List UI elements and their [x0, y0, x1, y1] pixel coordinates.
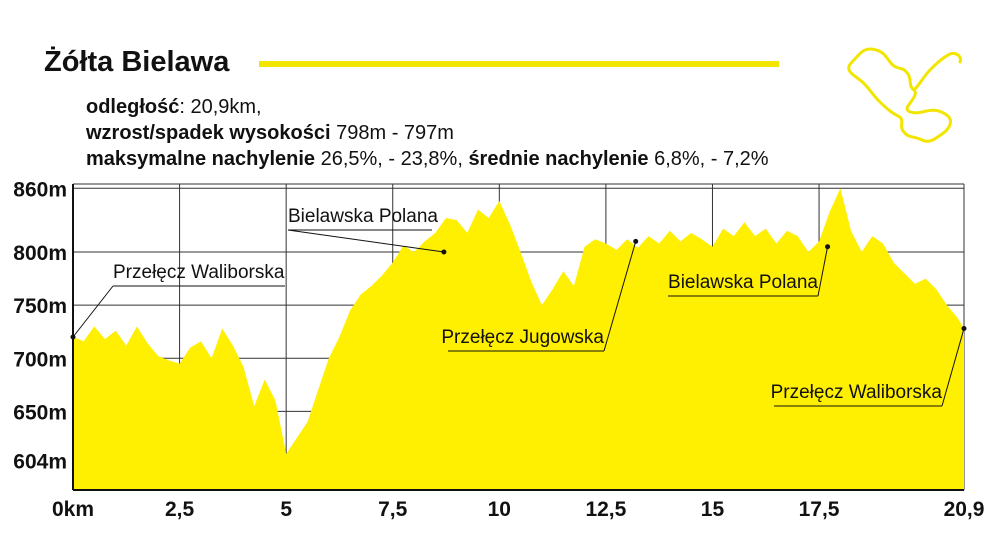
annotation-leader	[287, 229, 444, 253]
stat-distance-value: : 20,9km,	[179, 96, 262, 118]
annotation-point	[825, 244, 831, 250]
title-underline-bar	[259, 61, 779, 67]
annotation-label: Przełęcz Waliborska	[771, 382, 943, 403]
y-tick-label: 860m	[13, 178, 67, 201]
annotation-label: Bielawska Polana	[288, 206, 438, 227]
chart-title: Żółta Bielawa	[44, 46, 230, 78]
stat-elevation-label: wzrost/spadek wysokości	[86, 122, 331, 144]
stat-max-slope-label: maksymalne nachylenie	[86, 148, 316, 170]
y-tick-label: 604m	[13, 450, 67, 473]
y-tick-label: 800m	[13, 242, 67, 265]
x-tick-label: 2,5	[165, 498, 195, 521]
annotation-label: Bielawska Polana	[668, 272, 818, 293]
route-stats: odległość: 20,9km, wzrost/spadek wysokoś…	[86, 94, 769, 172]
stat-elevation: wzrost/spadek wysokości 798m - 797m	[86, 120, 769, 146]
stat-avg-slope-label: średnie nachylenie	[468, 148, 649, 170]
x-tick-label: 20,9	[944, 498, 985, 521]
x-tick-label: 5	[280, 498, 292, 521]
annotation-point	[961, 326, 967, 331]
annotation-leader	[72, 285, 114, 338]
stat-distance-label: odległość	[86, 96, 180, 118]
x-tick-label: 7,5	[378, 498, 408, 521]
annotation-point	[441, 249, 447, 255]
annotation-point	[633, 238, 639, 244]
stat-avg-slope-value: 6,8%, - 7,2%	[648, 148, 769, 170]
route-outline-icon	[847, 47, 962, 143]
elevation-area	[73, 188, 964, 491]
stat-slope: maksymalne nachylenie 26,5%, - 23,8%, śr…	[86, 146, 769, 172]
annotation-label: Przełęcz Waliborska	[113, 262, 285, 283]
annotation-leader	[603, 241, 637, 352]
y-tick-label: 700m	[13, 348, 67, 371]
annotation-label: Przełęcz Jugowska	[441, 327, 604, 348]
annotation-leader	[941, 328, 965, 407]
stat-elevation-value: 798m - 797m	[330, 122, 454, 144]
stat-distance: odległość: 20,9km,	[86, 94, 769, 120]
y-tick-label: 650m	[13, 401, 67, 424]
y-tick-label: 750m	[13, 295, 67, 318]
x-tick-label: 12,5	[585, 498, 626, 521]
x-tick-label: 10	[488, 498, 511, 521]
annotations: Przełęcz Waliborska Bielawska Polana Przeł…	[70, 206, 967, 407]
x-tick-label: 15	[701, 498, 725, 521]
axes: 604m 650m 700m 750m 800m 860m 0km 2,5 5 7,5 10 12,5…	[13, 178, 984, 521]
x-tick-label: 17,5	[799, 498, 840, 521]
annotation-point	[70, 334, 76, 340]
stat-max-slope-value: 26,5%, - 23,8%,	[315, 148, 469, 170]
annotation-leader	[817, 246, 829, 297]
x-tick-label: 0km	[52, 498, 94, 521]
